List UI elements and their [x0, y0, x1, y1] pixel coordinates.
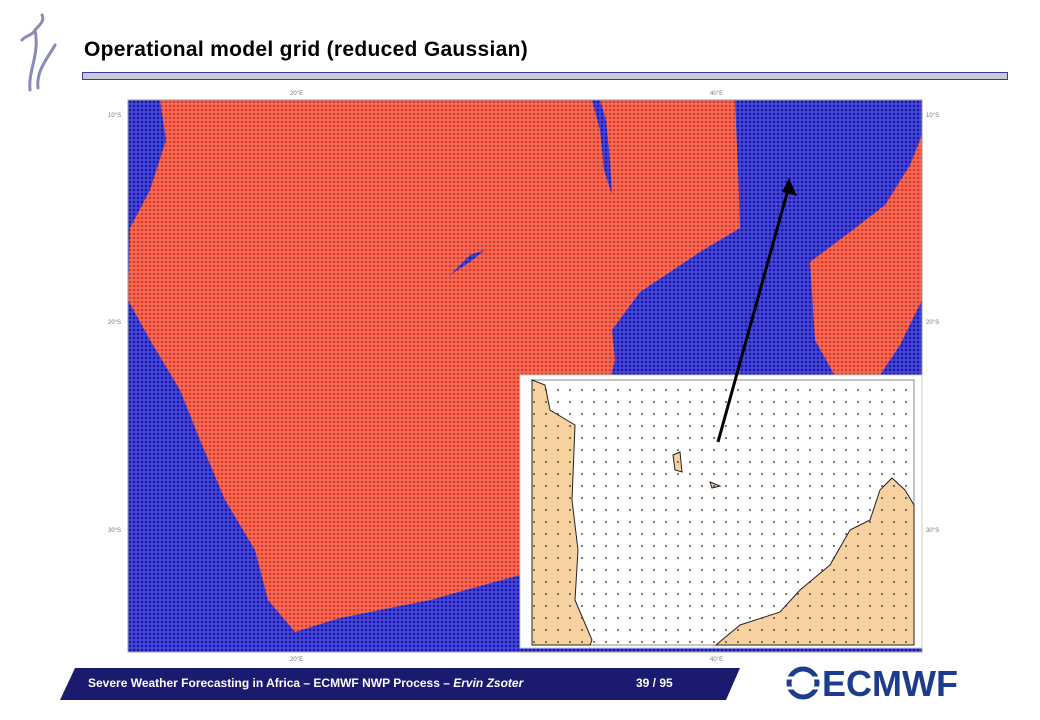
lat-label: 30°S — [108, 528, 121, 534]
lat-label: 10°S — [926, 113, 939, 119]
arrow-line — [716, 185, 791, 443]
lon-label: 40°E — [710, 657, 723, 663]
arrow-head — [782, 178, 797, 196]
footer-main: Severe Weather Forecasting in Africa – E… — [88, 676, 454, 690]
footer-text: Severe Weather Forecasting in Africa – E… — [88, 676, 523, 690]
ecmwf-logo: ECMWF — [786, 663, 958, 704]
lake — [450, 250, 485, 275]
slide-title: Operational model grid (reduced Gaussian… — [84, 38, 529, 61]
land — [128, 100, 740, 632]
footer-band — [60, 668, 740, 700]
lon-label: 20°E — [290, 657, 303, 663]
lat-label: 10°S — [108, 113, 121, 119]
island — [810, 135, 922, 385]
title-rule — [82, 72, 1008, 80]
footer-author: Ervin Zsoter — [453, 676, 524, 690]
lat-label: 20°S — [926, 320, 939, 326]
inset-island — [709, 481, 722, 489]
logo-text: ECMWF — [822, 663, 958, 704]
page-number: 39 / 95 — [636, 676, 673, 690]
inset-land — [714, 477, 915, 646]
lon-label: 20°E — [290, 91, 303, 97]
lake — [592, 100, 612, 195]
emblem — [20, 13, 57, 92]
inset-land — [531, 379, 593, 646]
inset-island — [672, 451, 683, 473]
lat-label: 30°S — [926, 528, 939, 534]
inset — [519, 374, 923, 649]
lat-label: 20°S — [108, 320, 121, 326]
lon-label: 40°E — [710, 91, 723, 97]
